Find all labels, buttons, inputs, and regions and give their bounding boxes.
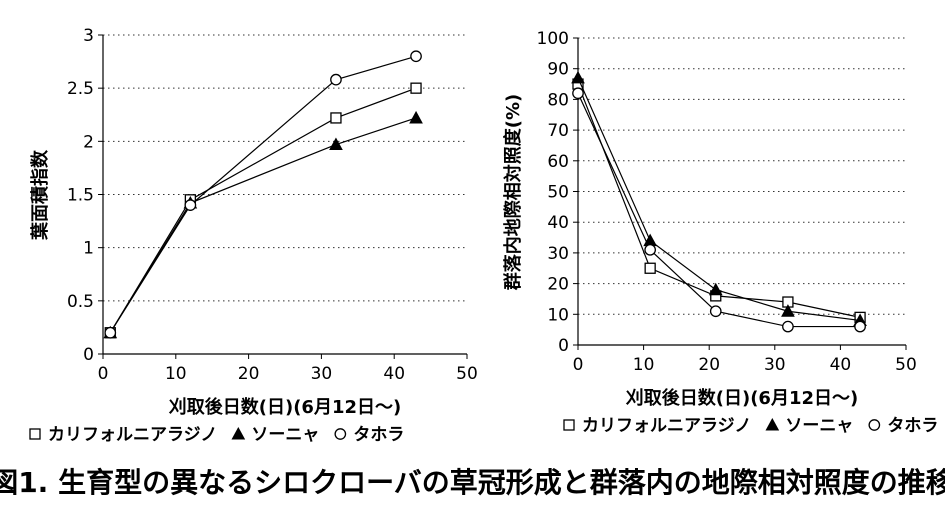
y-axis-title: 群落内地際相対照度(%) xyxy=(502,94,524,291)
y-tick-label: 100 xyxy=(537,29,569,49)
legend-marker xyxy=(29,428,41,440)
data-point-series-2 xyxy=(184,199,197,211)
data-point-series-1 xyxy=(708,282,723,296)
y-tick-label: 2.5 xyxy=(67,79,94,99)
x-axis-title: 刈取後日数(日)(6月12日〜) xyxy=(169,396,401,418)
y-tick-label: 40 xyxy=(547,213,569,233)
series-line-2 xyxy=(109,55,417,334)
figure-caption: 図1. 生育型の異なるシロクローバの草冠形成と群落内の地際相対照度の推移 xyxy=(0,466,945,499)
legend-marker xyxy=(868,419,881,431)
y-tick-label: 2 xyxy=(83,132,94,152)
data-point-series-2 xyxy=(782,320,794,333)
legend-label: タホラ xyxy=(353,425,404,445)
x-tick-label: 0 xyxy=(573,355,584,375)
y-tick-label: 70 xyxy=(547,121,569,141)
x-tick-label: 30 xyxy=(764,355,786,375)
data-point-series-2 xyxy=(644,243,657,256)
legend-label: タホラ xyxy=(887,416,938,436)
series-line-0 xyxy=(577,83,861,318)
y-tick-label: 0.5 xyxy=(67,292,94,312)
data-point-series-2 xyxy=(709,305,722,318)
data-point-series-0 xyxy=(644,262,656,274)
data-point-series-1 xyxy=(571,70,585,84)
y-tick-label: 50 xyxy=(547,183,569,203)
data-point-series-2 xyxy=(410,50,422,63)
y-tick-label: 80 xyxy=(547,90,569,110)
x-tick-label: 50 xyxy=(895,355,917,375)
data-point-series-1 xyxy=(329,137,343,151)
chart-relative-illuminance: 0 10 20 30 40 50 60 70 80 90 100 0 10 20 30 40 50 刈取後日数(日… xyxy=(502,29,938,436)
y-tick-label: 30 xyxy=(547,244,569,264)
legend-label: カリフォルニアラジノ xyxy=(48,425,217,445)
x-tick-label: 20 xyxy=(698,355,720,375)
y-tick-label: 1.5 xyxy=(67,186,94,206)
chart-leaf-area-index: 00.511.522.530 10 20 30 40 50刈取後日数(日)(6月12日〜)… xyxy=(29,26,478,445)
data-point-series-0 xyxy=(410,82,422,94)
data-point-series-0 xyxy=(330,112,342,124)
y-tick-label: 0 xyxy=(558,336,569,356)
x-tick-label: 50 xyxy=(456,364,478,384)
x-tick-label: 40 xyxy=(383,364,405,384)
x-tick-label: 0 xyxy=(98,364,109,384)
legend-marker xyxy=(334,428,347,440)
x-tick-label: 20 xyxy=(238,364,260,384)
series-line-0 xyxy=(109,87,417,334)
legend-marker xyxy=(231,426,246,440)
x-axis-title: 刈取後日数(日)(6月12日〜) xyxy=(626,387,858,409)
y-tick-label: 1 xyxy=(83,239,94,259)
data-point-series-2 xyxy=(572,87,584,100)
data-point-series-2 xyxy=(854,320,866,333)
x-tick-label: 30 xyxy=(311,364,333,384)
x-tick-label: 10 xyxy=(165,364,187,384)
data-point-series-2 xyxy=(330,73,342,86)
y-tick-label: 60 xyxy=(547,152,569,172)
legend-marker xyxy=(563,419,575,431)
x-tick-label: 40 xyxy=(830,355,852,375)
y-tick-label: 0 xyxy=(83,345,94,365)
data-point-series-2 xyxy=(104,326,117,339)
data-point-series-1 xyxy=(409,110,423,124)
legend-label: ソーニャ xyxy=(785,416,853,436)
legend-marker xyxy=(765,417,780,431)
legend-label: ソーニャ xyxy=(251,425,319,445)
data-point-series-1 xyxy=(781,304,795,317)
legend-label: カリフォルニアラジノ xyxy=(582,416,751,436)
x-tick-label: 10 xyxy=(633,355,655,375)
y-tick-label: 20 xyxy=(547,275,569,295)
y-tick-label: 10 xyxy=(547,305,569,325)
y-axis-title: 葉面積指数 xyxy=(29,149,51,241)
y-tick-label: 3 xyxy=(83,26,94,46)
y-tick-label: 90 xyxy=(547,60,569,80)
